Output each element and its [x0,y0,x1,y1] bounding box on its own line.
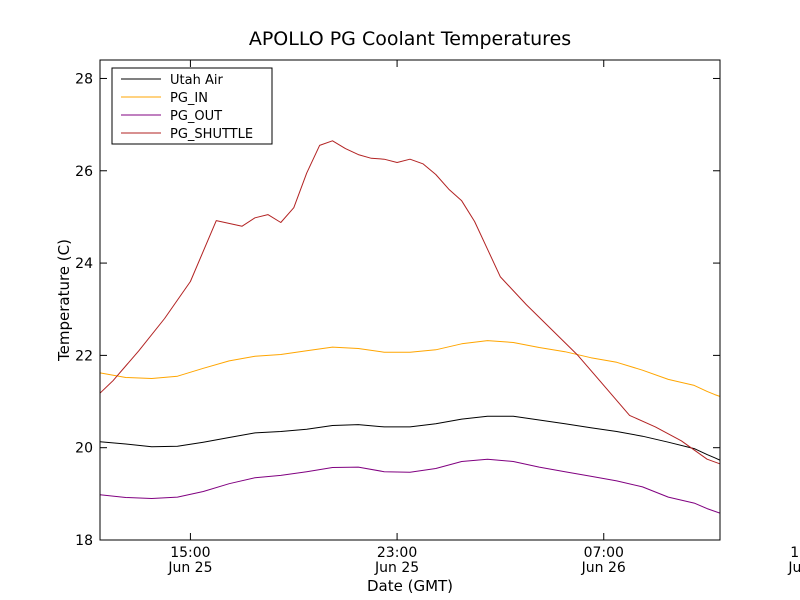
series-line-pg-in [100,340,720,397]
y-tick-label: 28 [75,71,93,87]
legend-label-pg-out: PG_OUT [170,109,222,124]
chart-title: APOLLO PG Coolant Temperatures [249,28,571,50]
legend-label-pg-in: PG_IN [170,91,208,106]
x-tick-label-date: Jun 26 [787,560,800,576]
x-tick-label-time: 23:00 [377,545,417,561]
x-tick-label-date: Jun 25 [167,560,212,576]
legend-frame [111,67,273,145]
x-tick-label-date: Jun 25 [374,560,419,576]
series-line-pg-out [100,458,720,514]
y-tick-label: 22 [75,348,93,364]
x-tick-label-time: 15:00 [790,545,800,561]
y-axis-label: Temperature (C) [55,239,73,362]
series-line-pg-shuttle [100,140,720,465]
y-tick-label: 18 [75,533,93,549]
series-layer [100,140,720,514]
x-tick-label-date: Jun 26 [581,560,626,576]
legend-label-pg-shuttle: PG_SHUTTLE [170,127,253,142]
x-axis-label: Date (GMT) [367,577,453,595]
x-tick-label-time: 07:00 [584,545,624,561]
y-tick-label: 24 [75,256,93,272]
x-tick-label-time: 15:00 [170,545,210,561]
y-tick-label: 26 [75,164,93,180]
series-line-utah-air [100,415,720,461]
legend-label-utah-air: Utah Air [170,73,223,88]
y-tick-label: 20 [75,441,93,457]
plot-frame [99,59,721,541]
legend: Utah Air PG_IN PG_OUT PG_SHUTTLE [111,67,273,145]
